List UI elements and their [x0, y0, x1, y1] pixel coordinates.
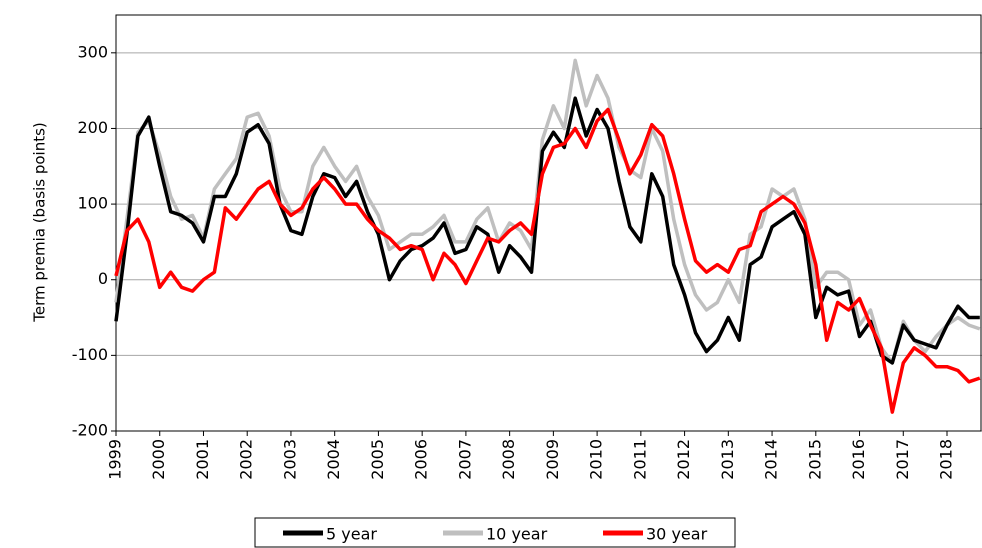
x-tick-label: 2008: [499, 439, 518, 480]
x-tick-label: 2009: [543, 439, 562, 480]
legend-box: [254, 517, 736, 548]
legend-label: 10 year: [486, 525, 548, 544]
x-tick-label: 2012: [674, 439, 693, 480]
x-tick-label: 2010: [587, 439, 606, 480]
x-tick-label: 2016: [849, 439, 868, 480]
series-line: [114, 58, 981, 365]
x-tick-label: 2002: [237, 439, 256, 480]
x-tick-label: 2005: [368, 439, 387, 480]
y-axis-label: Term premia (basis points): [31, 122, 49, 323]
y-tick-label: 300: [77, 42, 108, 61]
series-line: [114, 96, 980, 365]
x-tick-label: 2013: [718, 439, 737, 480]
y-tick-label: 200: [77, 118, 108, 137]
legend-label: 5 year: [326, 525, 377, 544]
plot-frame: [115, 14, 982, 432]
x-tick-label: 2001: [193, 439, 212, 480]
series-line: [114, 107, 981, 414]
x-tick-label: 2004: [324, 439, 343, 480]
y-tick-label: -200: [72, 421, 108, 440]
y-tick-label: -100: [72, 345, 108, 364]
x-tick-label: 2000: [149, 439, 168, 480]
x-tick-label: 2017: [893, 439, 912, 480]
x-tick-label: 2018: [937, 439, 956, 480]
x-tick-label: 2007: [455, 439, 474, 480]
legend-label: 30 year: [646, 525, 708, 544]
x-tick-label: 2003: [280, 439, 299, 480]
x-tick-label: 2006: [412, 439, 431, 480]
y-tick-label: 0: [98, 269, 108, 288]
x-tick-label: 1999: [106, 439, 125, 480]
x-tick-label: 2014: [762, 439, 781, 480]
y-tick-label: 100: [77, 194, 108, 213]
x-tick-label: 2011: [630, 439, 649, 480]
x-tick-label: 2015: [805, 439, 824, 480]
